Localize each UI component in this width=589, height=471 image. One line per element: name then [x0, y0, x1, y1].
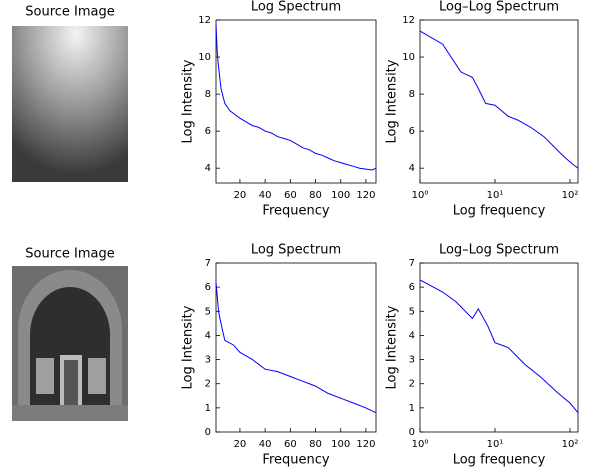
- chart-title: Log–Log Spectrum: [439, 0, 559, 15]
- y-tick-label: 8: [205, 89, 211, 100]
- y-axis-label: Log Intensity: [385, 59, 400, 143]
- plot-frame: [215, 19, 377, 184]
- y-tick-label: 4: [409, 163, 415, 174]
- plot-frame: [419, 19, 579, 184]
- y-tick-label: 6: [409, 126, 415, 137]
- y-tick-label: 3: [409, 355, 415, 366]
- y-tick-label: 6: [205, 282, 211, 293]
- y-tick-label: 3: [205, 355, 211, 366]
- x-axis-label: Log frequency: [453, 204, 546, 219]
- x-tick-label: 80: [309, 439, 322, 450]
- y-tick-label: 10: [198, 52, 211, 63]
- x-tick-label: 10²: [562, 439, 579, 450]
- y-tick-label: 12: [402, 15, 415, 26]
- x-tick-label: 10¹: [487, 190, 504, 201]
- y-tick-label: 2: [205, 379, 211, 390]
- y-tick-label: 12: [198, 15, 211, 26]
- y-tick-label: 0: [205, 427, 211, 438]
- y-tick-label: 6: [409, 282, 415, 293]
- y-tick-label: 10: [402, 52, 415, 63]
- y-axis-label: Log Intensity: [181, 305, 196, 389]
- y-tick-label: 5: [409, 306, 415, 317]
- y-axis-label: Log Intensity: [181, 59, 196, 143]
- spectrum-line: [419, 279, 579, 414]
- x-tick-label: 100: [331, 190, 350, 201]
- x-axis-label: Log frequency: [453, 453, 546, 468]
- x-tick-label: 10²: [562, 190, 579, 201]
- y-tick-label: 6: [205, 126, 211, 137]
- x-tick-label: 60: [284, 439, 297, 450]
- plot-frame: [215, 262, 377, 433]
- image-title: Source Image: [25, 5, 115, 20]
- x-tick-label: 120: [356, 190, 375, 201]
- x-tick-label: 10⁰: [412, 190, 429, 201]
- x-tick-label: 60: [284, 190, 297, 201]
- y-tick-label: 7: [409, 258, 415, 269]
- x-tick-label: 40: [259, 190, 272, 201]
- spectrum-line: [215, 282, 377, 414]
- x-tick-label: 40: [259, 439, 272, 450]
- y-tick-label: 2: [409, 379, 415, 390]
- plot-frame: [419, 262, 579, 433]
- source-image: [12, 266, 128, 421]
- x-tick-label: 80: [309, 190, 322, 201]
- spectrum-line: [215, 23, 377, 171]
- y-tick-label: 1: [205, 403, 211, 414]
- x-tick-label: 120: [356, 439, 375, 450]
- x-tick-label: 10⁰: [412, 439, 429, 450]
- x-axis-label: Frequency: [262, 204, 329, 219]
- x-axis-label: Frequency: [262, 453, 329, 468]
- chart-title: Log–Log Spectrum: [439, 243, 559, 258]
- y-tick-label: 7: [205, 258, 211, 269]
- chart-title: Log Spectrum: [251, 243, 341, 258]
- x-tick-label: 10¹: [487, 439, 504, 450]
- x-tick-label: 20: [234, 190, 247, 201]
- y-tick-label: 4: [409, 330, 415, 341]
- y-tick-label: 4: [205, 330, 211, 341]
- y-tick-label: 5: [205, 306, 211, 317]
- x-tick-label: 20: [234, 439, 247, 450]
- spectrum-line: [419, 30, 579, 169]
- y-axis-label: Log Intensity: [385, 305, 400, 389]
- x-tick-label: 100: [331, 439, 350, 450]
- source-image: [12, 26, 128, 182]
- y-tick-label: 0: [409, 427, 415, 438]
- y-tick-label: 4: [205, 163, 211, 174]
- image-title: Source Image: [25, 247, 115, 262]
- y-tick-label: 8: [409, 89, 415, 100]
- chart-title: Log Spectrum: [251, 0, 341, 15]
- y-tick-label: 1: [409, 403, 415, 414]
